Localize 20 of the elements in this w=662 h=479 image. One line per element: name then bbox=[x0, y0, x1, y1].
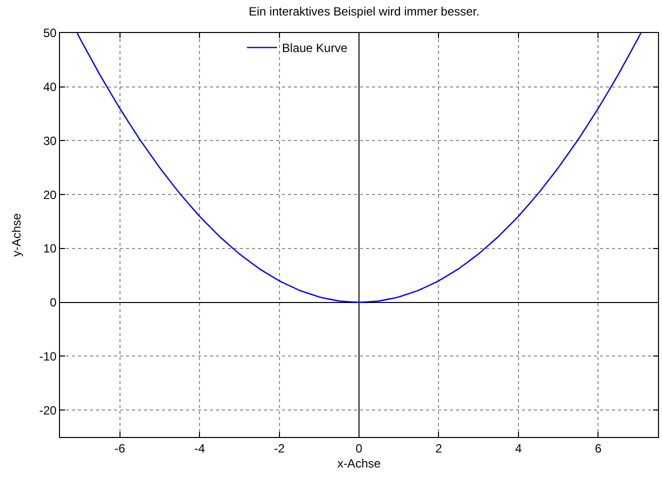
x-tick-label: 2 bbox=[435, 441, 442, 456]
x-tick-label: -6 bbox=[114, 441, 126, 456]
x-tick-label: -4 bbox=[194, 441, 206, 456]
y-tick-label: 30 bbox=[43, 134, 57, 148]
y-tick-label: 0 bbox=[50, 296, 57, 310]
y-tick-label: -10 bbox=[39, 349, 57, 364]
x-tick-label: 6 bbox=[594, 441, 602, 456]
line-series bbox=[76, 33, 642, 303]
y-tick-label: 40 bbox=[43, 80, 57, 94]
y-axis-title: y-Achse bbox=[10, 213, 24, 257]
y-tick-label: -20 bbox=[39, 403, 57, 418]
y-tick-label: 50 bbox=[43, 26, 57, 40]
x-tick-label: 0 bbox=[356, 441, 363, 456]
x-axis-title: x-Achse bbox=[337, 456, 381, 470]
chart-title: Ein interaktives Beispiel wird immer besser. bbox=[248, 4, 480, 19]
y-tick-label: 20 bbox=[43, 188, 57, 202]
x-tick-label: 4 bbox=[515, 441, 522, 456]
x-tick-label: -2 bbox=[274, 441, 285, 456]
legend-label: Blaue Kurve bbox=[282, 41, 348, 56]
y-tick-label: 10 bbox=[43, 242, 57, 256]
